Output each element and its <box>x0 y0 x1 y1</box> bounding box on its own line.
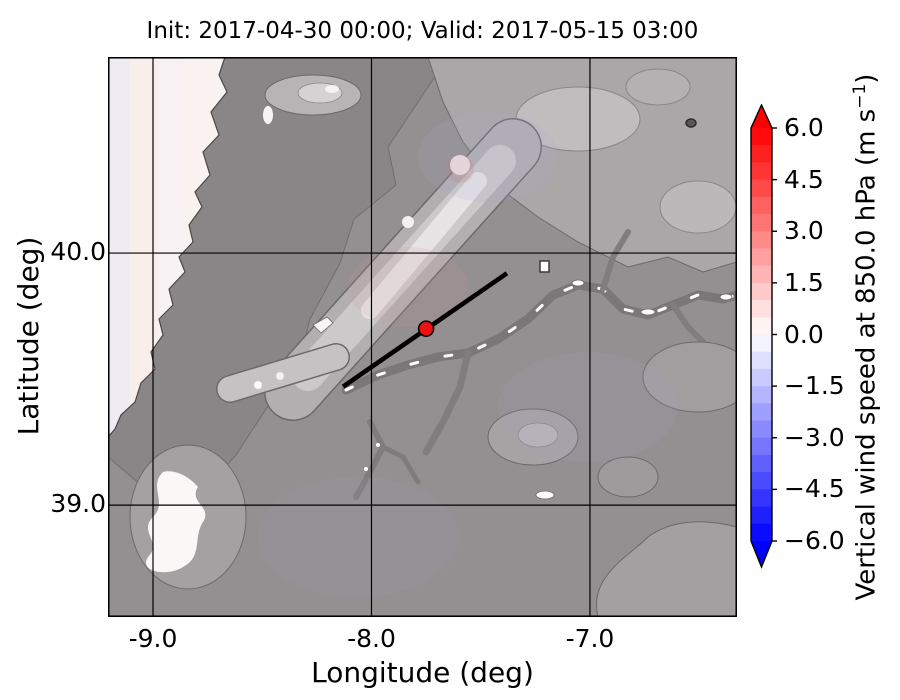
wind-field-tints <box>258 112 678 597</box>
colorbar-band <box>751 179 772 198</box>
colorbar-band <box>751 128 772 146</box>
colorbar-band <box>751 454 772 473</box>
colorbar-band <box>751 523 772 542</box>
secondary-ridge <box>216 343 350 403</box>
terrain-contours <box>108 57 737 617</box>
colorbar-band <box>751 437 772 456</box>
colorbar-tick-label: 4.5 <box>784 164 824 194</box>
y-tick-label: 40.0 <box>50 237 106 267</box>
colorbar-tick-label: −4.5 <box>784 474 845 504</box>
terrain-map <box>108 57 737 617</box>
colorbar-tick-label: −6.0 <box>784 526 845 555</box>
colorbar-bands <box>751 128 772 542</box>
colorbar-band <box>751 472 772 490</box>
colorbar-tick-marks <box>772 127 777 542</box>
colorbar-band <box>751 420 772 439</box>
colorbar-tick-label: 0.0 <box>784 319 824 349</box>
station-marker <box>417 320 435 337</box>
x-axis-label: Longitude (deg) <box>311 656 534 689</box>
colorbar-band <box>751 317 772 335</box>
colorbar-band <box>751 162 772 181</box>
colorbar <box>750 104 777 569</box>
colorbar-band <box>751 145 772 163</box>
tributary-channel <box>353 419 421 500</box>
figure-title: Init: 2017-04-30 00:00; Valid: 2017-05-1… <box>146 18 699 44</box>
colorbar-label: Vertical wind speed at 850.0 hPa (m s−1) <box>850 0 886 687</box>
colorbar-band <box>751 368 772 387</box>
colorbar-tick-label: −3.0 <box>784 422 845 452</box>
y-tick-label: 39.0 <box>50 489 106 519</box>
colorbar-tick-label: 3.0 <box>784 216 824 246</box>
colorbar-band <box>751 403 772 422</box>
colorbar-band <box>751 214 772 232</box>
highland-northeast <box>427 57 737 273</box>
y-axis-label: Latitude (deg) <box>12 236 45 436</box>
coastline <box>108 57 228 438</box>
colorbar-band <box>751 300 772 318</box>
map-plot-area <box>108 57 737 617</box>
colorbar-band <box>751 265 772 284</box>
colorbar-extend-top-arrow <box>751 105 772 128</box>
map-overlays <box>341 271 509 389</box>
colorbar-band <box>751 282 772 301</box>
colorbar-band <box>751 248 772 267</box>
colorbar-tick-label: 1.5 <box>784 267 824 297</box>
colorbar-band <box>751 506 772 525</box>
estuary-lowland <box>146 471 206 573</box>
graticule <box>108 57 737 617</box>
river-valley <box>341 229 737 456</box>
colorbar-band <box>751 334 772 353</box>
colorbar-tick-label: −1.5 <box>784 371 845 401</box>
colorbar-band <box>751 386 772 404</box>
colorbar-label-main: Vertical wind speed at 850.0 hPa (m s <box>851 108 882 601</box>
colorbar-band <box>751 351 772 370</box>
colorbar-label-close: ) <box>851 73 882 84</box>
colorbar-band <box>751 231 772 249</box>
colorbar-label-exponent: −1 <box>850 83 870 109</box>
colorbar-band <box>751 489 772 508</box>
colorbar-band <box>751 196 772 215</box>
x-tick-label: -7.0 <box>565 624 615 653</box>
x-tick-label: -9.0 <box>128 624 178 653</box>
plot-frame <box>108 57 737 617</box>
x-tick-label: -8.0 <box>347 624 396 653</box>
colorbar-tick-label: 6.0 <box>784 113 824 142</box>
colorbar-extend-bottom-arrow <box>751 541 772 567</box>
